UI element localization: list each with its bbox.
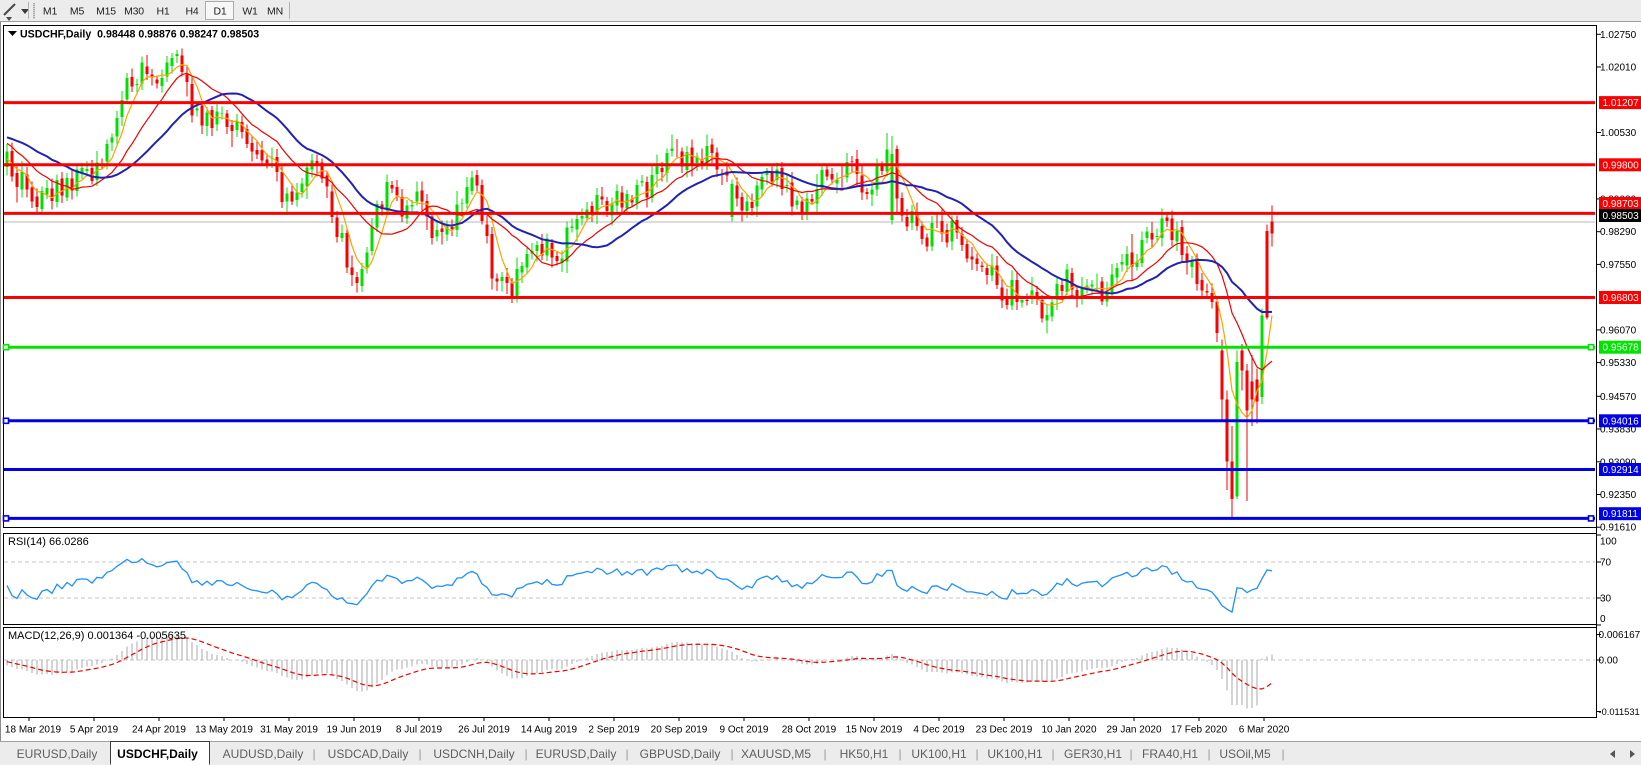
svg-text:|: | — [312, 747, 315, 761]
svg-text:20 Sep 2019: 20 Sep 2019 — [651, 725, 708, 736]
svg-text:2 Sep 2019: 2 Sep 2019 — [588, 725, 640, 736]
svg-text:GER30,H1: GER30,H1 — [1064, 747, 1122, 761]
svg-text:|: | — [898, 747, 901, 761]
svg-text:0.006167: 0.006167 — [1599, 630, 1641, 641]
svg-text:M5: M5 — [70, 6, 85, 18]
svg-text:|: | — [1051, 747, 1054, 761]
svg-text:M15: M15 — [96, 6, 116, 18]
svg-text:5 Apr 2019: 5 Apr 2019 — [70, 725, 119, 736]
svg-text:EURUSD,Daily: EURUSD,Daily — [17, 747, 98, 761]
svg-text:0.92350: 0.92350 — [1600, 490, 1637, 501]
svg-text:15 Nov 2019: 15 Nov 2019 — [846, 725, 903, 736]
svg-text:17 Feb 2020: 17 Feb 2020 — [1171, 725, 1228, 736]
svg-text:100: 100 — [1600, 537, 1617, 548]
svg-text:30: 30 — [1600, 594, 1612, 605]
svg-text:29 Jan 2020: 29 Jan 2020 — [1106, 725, 1161, 736]
svg-text:1.02010: 1.02010 — [1600, 63, 1637, 74]
svg-text:D1: D1 — [213, 6, 226, 18]
svg-text:0.93090: 0.93090 — [1600, 457, 1637, 468]
svg-text:1.02750: 1.02750 — [1600, 30, 1637, 41]
svg-text:|: | — [1281, 747, 1284, 761]
svg-text:|: | — [1129, 747, 1132, 761]
svg-text:|: | — [625, 747, 628, 761]
svg-text:|: | — [975, 747, 978, 761]
svg-text:USDCAD,Daily: USDCAD,Daily — [328, 747, 409, 761]
svg-text:0.97550: 0.97550 — [1600, 260, 1637, 271]
svg-text:H1: H1 — [156, 6, 169, 18]
svg-text:0.95330: 0.95330 — [1600, 358, 1637, 369]
svg-text:UK100,H1: UK100,H1 — [911, 747, 967, 761]
svg-text:W1: W1 — [242, 6, 258, 18]
svg-text:|: | — [524, 747, 527, 761]
svg-text:HK50,H1: HK50,H1 — [840, 747, 889, 761]
svg-text:24 Apr 2019: 24 Apr 2019 — [132, 725, 186, 736]
svg-text:4 Dec 2019: 4 Dec 2019 — [913, 725, 965, 736]
svg-text:1.01207: 1.01207 — [1603, 98, 1640, 109]
svg-text:9 Oct 2019: 9 Oct 2019 — [720, 725, 769, 736]
svg-text:M1: M1 — [43, 6, 58, 18]
svg-text:0: 0 — [1600, 614, 1606, 625]
svg-text:0.96803: 0.96803 — [1603, 293, 1640, 304]
svg-text:-0.011531: -0.011531 — [1599, 707, 1640, 717]
svg-text:0.00: 0.00 — [1599, 656, 1619, 667]
svg-text:26 Jul 2019: 26 Jul 2019 — [458, 725, 510, 736]
svg-text:RSI(14) 66.0286: RSI(14) 66.0286 — [8, 536, 89, 548]
svg-text:31 May 2019: 31 May 2019 — [260, 725, 318, 736]
svg-text:0.94570: 0.94570 — [1600, 392, 1637, 403]
svg-text:18 Mar 2019: 18 Mar 2019 — [5, 725, 62, 736]
svg-text:0.95678: 0.95678 — [1603, 343, 1640, 354]
svg-text:M30: M30 — [124, 6, 144, 18]
svg-text:0.92914: 0.92914 — [1603, 465, 1640, 476]
svg-text:0.93830: 0.93830 — [1600, 425, 1637, 436]
svg-text:MN: MN — [267, 6, 283, 18]
svg-text:0.96070: 0.96070 — [1600, 325, 1637, 336]
svg-text:0.98503: 0.98503 — [1603, 211, 1640, 222]
svg-text:8 Jul 2019: 8 Jul 2019 — [396, 725, 443, 736]
svg-text:USDCNH,Daily: USDCNH,Daily — [433, 747, 514, 761]
svg-text:FRA40,H1: FRA40,H1 — [1142, 747, 1198, 761]
svg-text:0.91610: 0.91610 — [1600, 523, 1637, 534]
svg-text:|: | — [730, 747, 733, 761]
svg-text:USOil,M5: USOil,M5 — [1219, 747, 1271, 761]
svg-text:0.91811: 0.91811 — [1603, 509, 1639, 520]
svg-text:10 Jan 2020: 10 Jan 2020 — [1041, 725, 1096, 736]
svg-text:0.98290: 0.98290 — [1600, 227, 1637, 238]
svg-text:USDCHF,Daily: USDCHF,Daily — [117, 747, 198, 761]
svg-text:|: | — [1207, 747, 1210, 761]
svg-text:|: | — [418, 747, 421, 761]
svg-text:EURUSD,Daily: EURUSD,Daily — [536, 747, 617, 761]
svg-text:|: | — [823, 747, 826, 761]
svg-text:USDCHF,Daily 0.98448 0.98876: USDCHF,Daily 0.98448 0.98876 0.98247 0.9… — [20, 29, 259, 41]
svg-text:0.99800: 0.99800 — [1603, 160, 1640, 171]
svg-text:H4: H4 — [185, 6, 198, 18]
svg-text:MACD(12,26,9) 0.001364 -0.0056: MACD(12,26,9) 0.001364 -0.005635 — [8, 630, 186, 642]
svg-text:28 Oct 2019: 28 Oct 2019 — [782, 725, 837, 736]
svg-text:14 Aug 2019: 14 Aug 2019 — [521, 725, 578, 736]
svg-text:0.98703: 0.98703 — [1603, 199, 1640, 210]
svg-text:19 Jun 2019: 19 Jun 2019 — [326, 725, 381, 736]
svg-text:13 May 2019: 13 May 2019 — [195, 725, 253, 736]
svg-text:AUDUSD,Daily: AUDUSD,Daily — [223, 747, 304, 761]
svg-text:1.00530: 1.00530 — [1600, 128, 1637, 139]
svg-text:XAUUSD,M5: XAUUSD,M5 — [741, 747, 811, 761]
svg-text:0.94016: 0.94016 — [1603, 416, 1640, 427]
svg-text:23 Dec 2019: 23 Dec 2019 — [976, 725, 1033, 736]
svg-text:UK100,H1: UK100,H1 — [987, 747, 1043, 761]
svg-text:GBPUSD,Daily: GBPUSD,Daily — [640, 747, 721, 761]
svg-text:70: 70 — [1600, 558, 1612, 569]
svg-text:6 Mar 2020: 6 Mar 2020 — [1239, 725, 1290, 736]
